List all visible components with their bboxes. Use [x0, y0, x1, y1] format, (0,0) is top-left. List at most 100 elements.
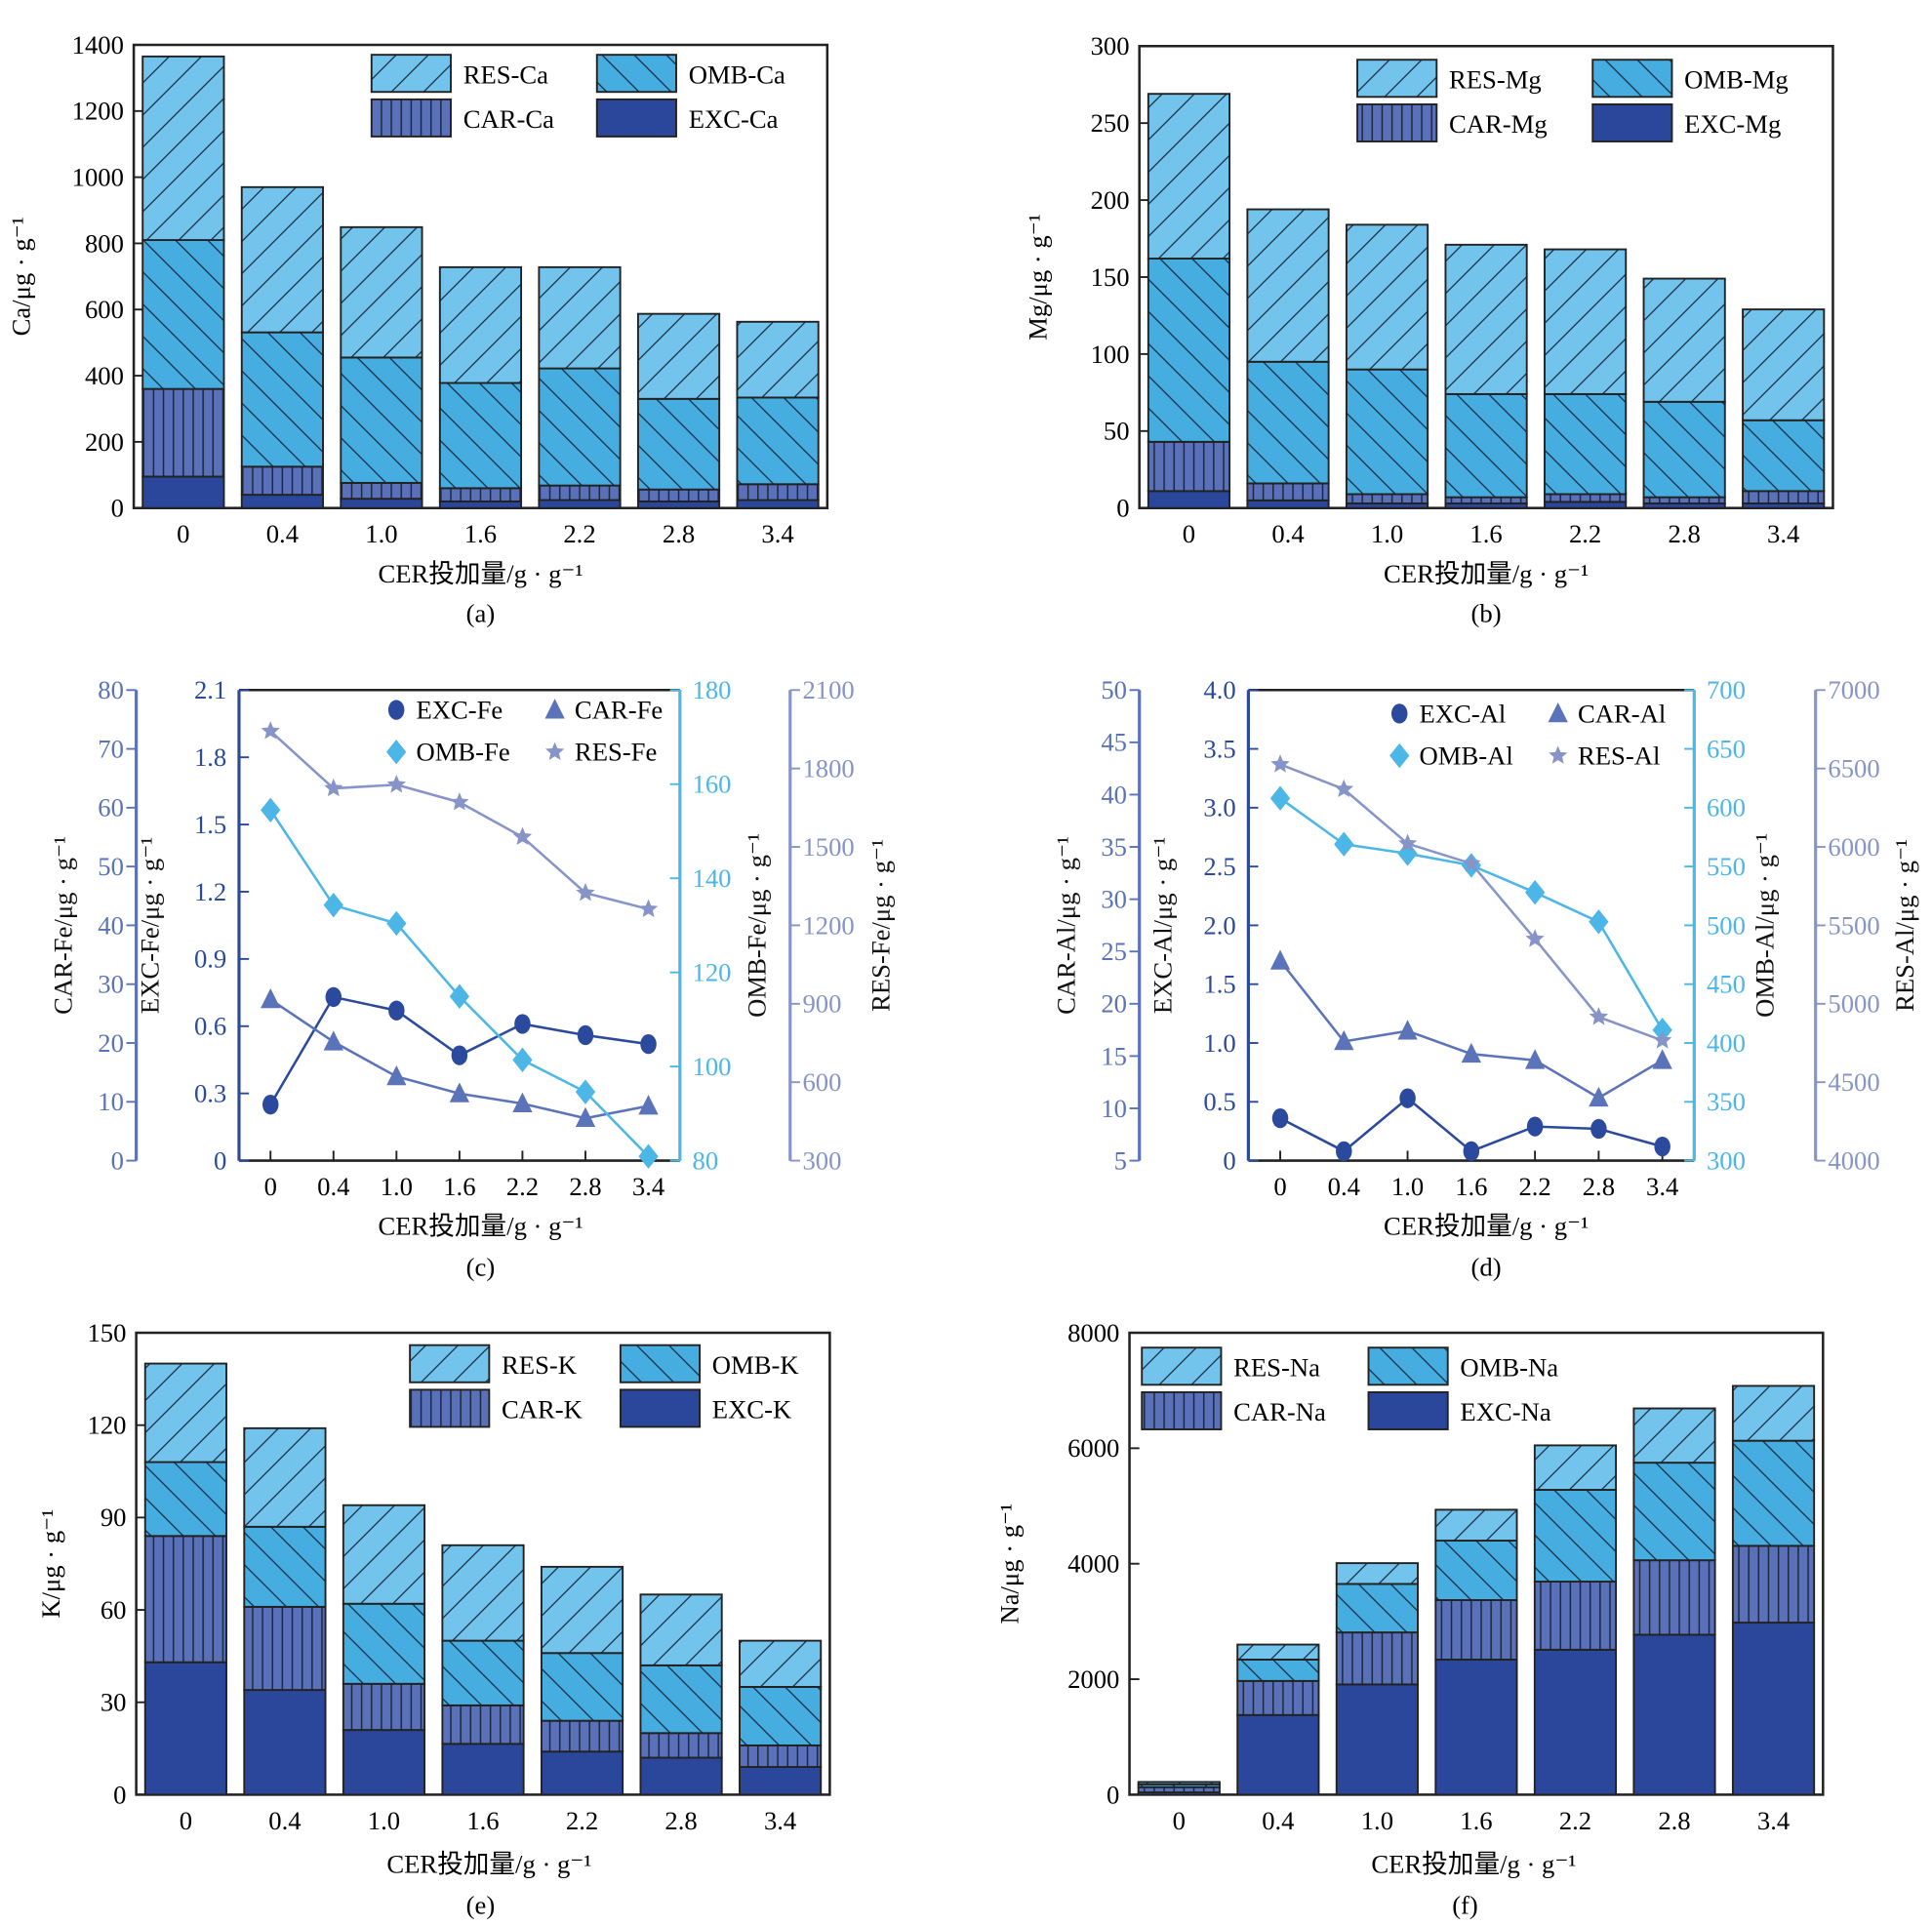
y-tick-label: 0.5	[1203, 1087, 1235, 1116]
x-tick-label: 3.4	[1757, 1806, 1790, 1835]
point-car-fe-1.0	[386, 1064, 407, 1086]
point-car-al-1.0	[1397, 1020, 1418, 1040]
x-tick-label: 2.8	[1583, 1172, 1615, 1201]
bar-omb-na-2.8	[1632, 1462, 1716, 1562]
point-res-al-2.2	[1525, 929, 1545, 947]
y-tick-label: 900	[802, 989, 841, 1019]
y-tick-label: 550	[1707, 852, 1746, 881]
y-tick-label: 90	[101, 1503, 127, 1532]
y-axis-label-exc: EXC-Al/μg · g⁻¹	[1148, 837, 1178, 1014]
legend-label-exc-k: EXC-K	[712, 1395, 791, 1424]
x-tick-label: 2.2	[566, 1806, 598, 1835]
y-tick-label: 300	[1091, 31, 1130, 60]
point-res-al-2.8	[1589, 1007, 1609, 1025]
bar-res-k-0.4	[243, 1426, 327, 1528]
series-line-omb-fe	[269, 809, 650, 1158]
y-tick-label: 5000	[1828, 989, 1879, 1019]
point-exc-fe-0	[262, 1095, 279, 1115]
bar-res-ca-2.8	[636, 312, 721, 400]
bar-omb-na-0.4	[1236, 1658, 1320, 1682]
point-exc-fe-3.4	[640, 1033, 657, 1055]
bar-car-mg-0	[1147, 440, 1231, 493]
legend-label-car-ca: CAR-Ca	[463, 104, 554, 134]
bar-exc-na-0.4	[1236, 1713, 1320, 1796]
y-tick-label: 40	[98, 910, 124, 940]
point-car-fe-2.2	[512, 1092, 533, 1112]
bar-omb-mg-2.8	[1642, 400, 1726, 499]
point-res-fe-0.4	[324, 778, 343, 797]
x-tick-label: 1.6	[1469, 519, 1502, 548]
legend-swatch-omb-na	[1367, 1346, 1449, 1386]
y-tick-label: 0	[214, 1145, 226, 1175]
point-exc-al-0.4	[1336, 1141, 1352, 1162]
bar-car-ca-1.0	[340, 481, 423, 501]
bar-car-mg-0.4	[1246, 482, 1330, 501]
point-car-fe-2.8	[575, 1106, 596, 1128]
bar-omb-mg-3.4	[1742, 419, 1826, 493]
legend-label-car-k: CAR-K	[502, 1395, 583, 1424]
bar-res-ca-1.0	[340, 225, 423, 359]
point-omb-al-2.8	[1589, 909, 1609, 935]
x-tick-label: 1.0	[1391, 1172, 1424, 1201]
y-tick-label: 2100	[802, 675, 854, 704]
y-axis-label-res: RES-Fe/μg · g⁻¹	[865, 839, 895, 1012]
y-axis-label: Mg/μg · g⁻¹	[1024, 214, 1053, 341]
x-axis-label: CER投加量/g · g⁻¹	[1384, 1212, 1589, 1241]
y-tick-label: 1.5	[194, 810, 226, 839]
legend-label-omb-fe: OMB-Fe	[416, 738, 509, 767]
bar-car-mg-1.0	[1345, 493, 1429, 504]
bar-res-na-0.4	[1236, 1643, 1320, 1661]
y-tick-label: 150	[87, 1318, 126, 1347]
y-tick-label: 1.5	[1203, 970, 1235, 999]
point-res-al-0.4	[1334, 779, 1354, 798]
legend-swatch-car-ca	[370, 98, 452, 138]
bar-res-na-3.4	[1731, 1384, 1816, 1442]
point-exc-al-3.4	[1654, 1136, 1670, 1157]
y-axis-label-omb: OMB-Al/μg · g⁻¹	[1751, 833, 1780, 1018]
bar-car-k-1.6	[441, 1704, 525, 1745]
y-tick-label: 1200	[802, 910, 854, 940]
bar-car-na-1.0	[1335, 1631, 1419, 1686]
y-tick-label: 1500	[802, 832, 854, 862]
bar-exc-ca-2.8	[636, 500, 721, 509]
y-tick-label: 200	[1091, 185, 1130, 215]
y-tick-label: 0	[113, 1780, 126, 1809]
x-tick-label: 1.6	[464, 519, 497, 548]
y-tick-label: 3.0	[1203, 793, 1235, 822]
y-tick-label: 6000	[1067, 1433, 1119, 1463]
legend-label-car-fe: CAR-Fe	[575, 695, 663, 724]
legend-marker-car-al	[1548, 702, 1568, 723]
bar-res-ca-2.2	[538, 265, 622, 370]
bar-car-ca-2.8	[636, 488, 721, 502]
bar-res-na-2.2	[1533, 1444, 1618, 1491]
point-omb-fe-0	[261, 797, 281, 822]
bar-omb-na-1.0	[1335, 1583, 1419, 1634]
bar-omb-na-2.2	[1533, 1489, 1618, 1584]
bar-res-mg-0.4	[1246, 208, 1330, 363]
bar-omb-mg-1.0	[1345, 368, 1429, 496]
bar-exc-mg-0.4	[1246, 499, 1330, 509]
y-tick-label: 0.6	[194, 1012, 226, 1041]
point-car-fe-1.6	[449, 1082, 470, 1103]
bar-omb-na-3.4	[1731, 1439, 1816, 1547]
point-exc-fe-0.4	[325, 986, 342, 1008]
y-tick-label: 180	[693, 675, 732, 704]
bar-car-na-0.4	[1236, 1679, 1320, 1716]
y-tick-label: 45	[1101, 728, 1127, 757]
bar-omb-ca-0.4	[240, 331, 324, 468]
point-omb-fe-2.8	[575, 1079, 596, 1104]
point-exc-fe-2.2	[514, 1014, 531, 1034]
bar-res-ca-3.4	[736, 320, 820, 399]
bar-res-mg-2.2	[1544, 248, 1628, 395]
legend-marker-car-fe	[544, 699, 565, 719]
y-tick-label: 50	[98, 852, 124, 881]
y-tick-label: 40	[1101, 780, 1127, 809]
x-tick-label: 2.2	[563, 519, 595, 548]
legend-swatch-omb-k	[619, 1343, 702, 1384]
bar-car-k-2.8	[639, 1732, 723, 1759]
point-res-al-1.0	[1397, 833, 1418, 852]
point-omb-fe-3.4	[638, 1143, 659, 1169]
legend-swatch-omb-mg	[1591, 59, 1673, 99]
point-exc-fe-1.0	[388, 1000, 405, 1021]
point-car-fe-0	[261, 987, 281, 1009]
